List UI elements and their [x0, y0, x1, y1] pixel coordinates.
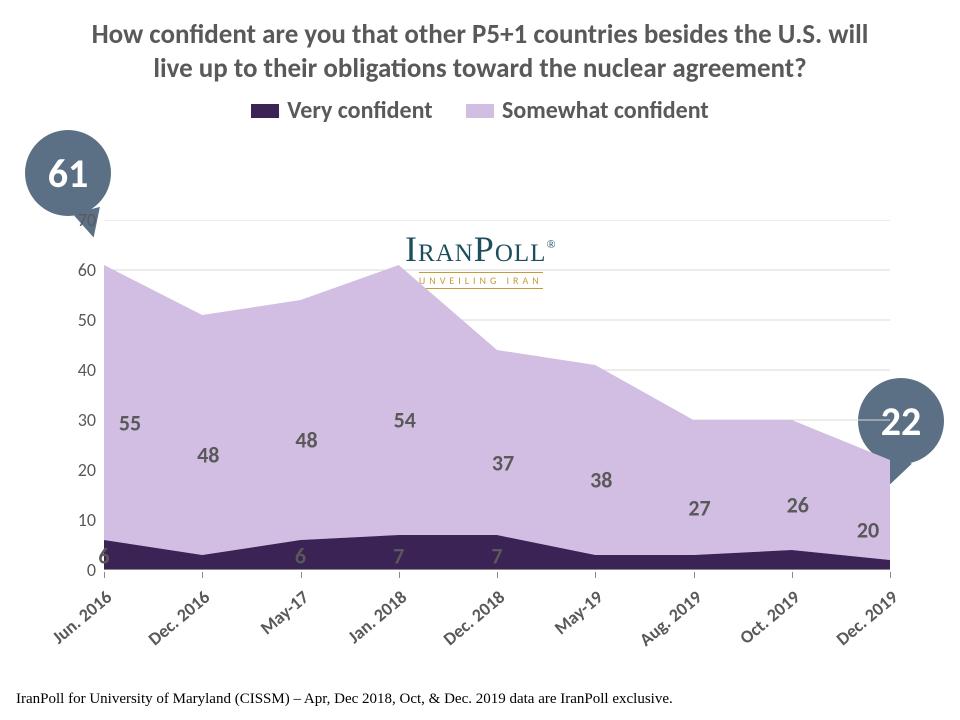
x-tick-mark [202, 572, 203, 578]
x-tick-mark [694, 572, 695, 578]
data-label-very: 7 [393, 543, 404, 570]
data-label-somewhat: 54 [394, 407, 416, 434]
chart-title: How confident are you that other P5+1 co… [0, 0, 960, 94]
x-tick-mark [792, 572, 793, 578]
x-tick-label: Jun. 2016 [48, 586, 116, 648]
data-label-somewhat: 48 [197, 442, 219, 469]
data-label-somewhat: 27 [688, 494, 710, 521]
x-tick-label: Dec. 2018 [439, 586, 509, 650]
x-axis-labels: Jun. 2016Dec. 2016May-17Jan. 2018Dec. 20… [104, 578, 890, 668]
y-tick-label: 10 [78, 509, 96, 531]
area-somewhat [104, 265, 890, 560]
x-tick-label: Dec. 2016 [144, 586, 214, 650]
y-tick-label: 20 [78, 459, 96, 481]
x-tick-mark [890, 572, 891, 578]
y-tick-label: 60 [78, 259, 96, 281]
x-tick-label: Oct. 2019 [735, 586, 804, 649]
x-tick-label: Jan. 2018 [343, 586, 411, 648]
legend-swatch-very [251, 104, 279, 118]
footnote: IranPoll for University of Maryland (CIS… [16, 691, 673, 708]
x-tick-mark [399, 572, 400, 578]
x-tick-mark [301, 572, 302, 578]
y-tick-label: 30 [78, 409, 96, 431]
data-label-somewhat: 48 [295, 427, 317, 454]
x-tick-label: Aug. 2019 [634, 586, 705, 651]
chart: 010203040506070 6554864875473738272620 J… [60, 220, 890, 610]
y-tick-label: 40 [78, 359, 96, 381]
legend-swatch-somewhat [466, 104, 494, 118]
x-tick-label: Dec. 2019 [832, 586, 902, 650]
y-tick-label: 50 [78, 309, 96, 331]
legend-label-very: Very confident [287, 96, 432, 125]
area-svg [104, 220, 890, 570]
plot-area: 6554864875473738272620 [104, 220, 890, 570]
x-tick-mark [104, 572, 105, 578]
x-tick-label: May-19 [550, 586, 607, 639]
legend-item-somewhat: Somewhat confident [466, 96, 709, 125]
callout-start-value: 61 [48, 149, 89, 198]
x-tick-mark [595, 572, 596, 578]
data-label-very: 6 [98, 543, 109, 570]
data-label-somewhat: 38 [590, 467, 612, 494]
data-label-somewhat: 26 [787, 492, 809, 519]
legend: Very confident Somewhat confident [0, 96, 960, 126]
callout-start: 61 [25, 130, 111, 216]
data-label-very: 6 [295, 543, 306, 570]
legend-label-somewhat: Somewhat confident [502, 96, 709, 125]
y-tick-label: 0 [87, 559, 96, 581]
data-label-somewhat: 20 [857, 517, 879, 544]
data-label-somewhat: 37 [492, 449, 514, 476]
x-tick-mark [497, 572, 498, 578]
data-label-very: 7 [491, 543, 502, 570]
legend-item-very: Very confident [251, 96, 432, 125]
y-tick-label: 70 [78, 209, 96, 231]
data-label-somewhat: 55 [119, 409, 141, 436]
x-tick-label: May-17 [255, 586, 312, 639]
y-axis-ticks: 010203040506070 [60, 220, 100, 570]
